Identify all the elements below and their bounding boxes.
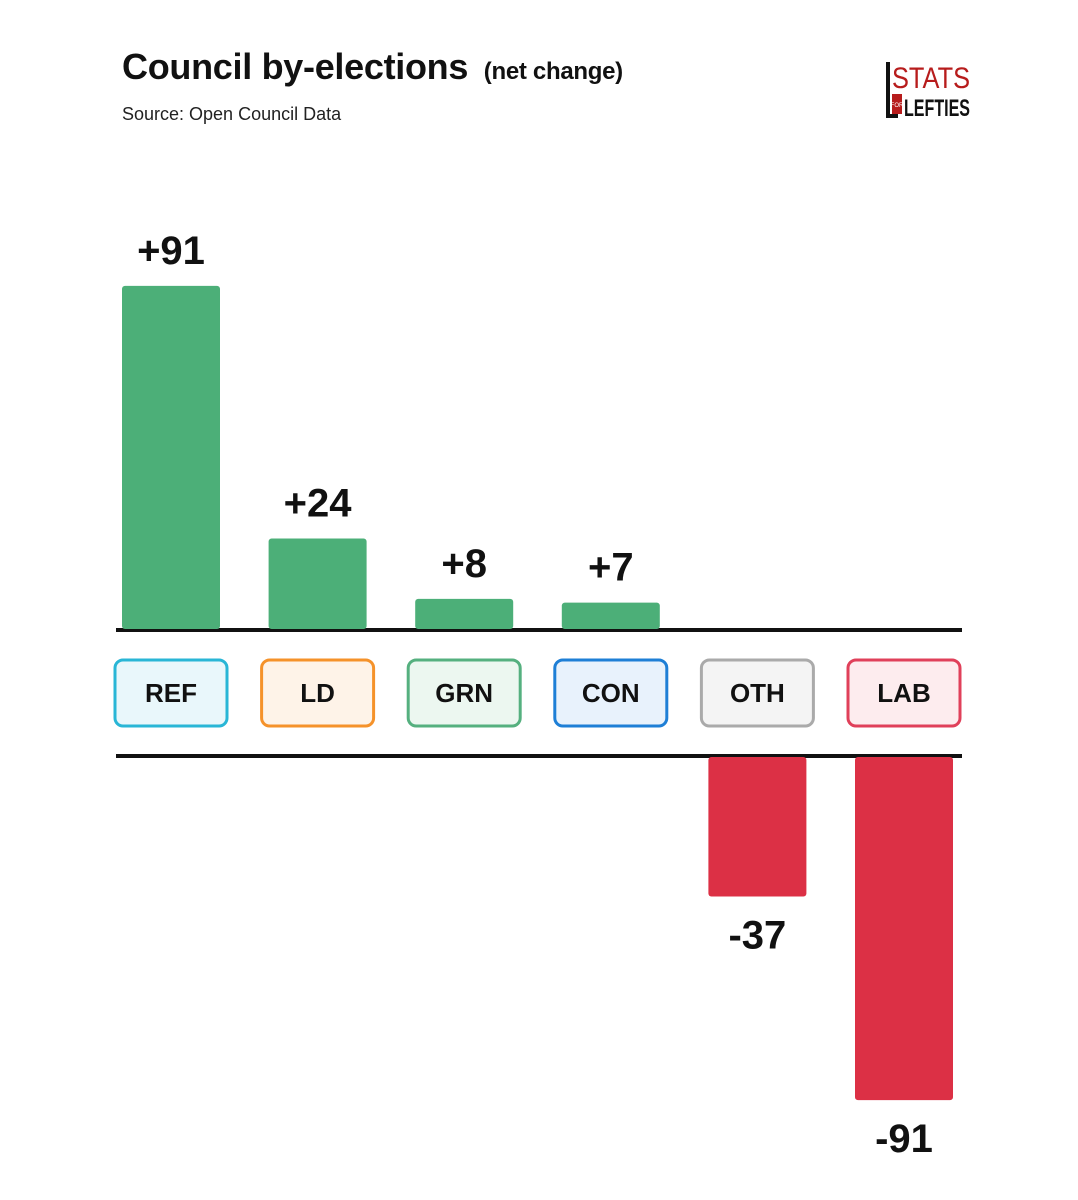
bar-ref [122, 285, 220, 629]
category-label-ld: LD [300, 678, 335, 708]
category-label-lab: LAB [877, 678, 930, 708]
category-label-ref: REF [145, 678, 197, 708]
category-box-lab [846, 658, 962, 728]
bar-lab [855, 757, 953, 1101]
logo-line1: STATS [892, 62, 970, 95]
bar-ld [268, 538, 367, 629]
source-note: Source: Open Council Data [122, 104, 342, 124]
category-box-ld [260, 658, 376, 728]
logo-small-text: FOR [891, 103, 904, 109]
logo-bracket [886, 62, 890, 118]
bars-group: +91 REF +24 LD +8 GRN +7 CON -37 OTH -91 LAB [113, 229, 962, 1161]
category-box-con [553, 658, 669, 728]
bar-con [561, 602, 660, 629]
logo-small-box [892, 94, 902, 114]
value-label-con: +7 [588, 546, 634, 590]
value-label-lab: -91 [875, 1117, 933, 1161]
category-label-oth: OTH [730, 678, 785, 708]
bar-oth [708, 757, 807, 897]
chart-title-main: Council by-elections [122, 46, 469, 87]
chart-title: Council by-elections (net change) [122, 46, 623, 88]
category-box-ref [113, 658, 229, 728]
value-label-ref: +91 [137, 229, 205, 273]
category-label-con: CON [582, 678, 640, 708]
value-label-ld: +24 [284, 482, 353, 526]
value-label-oth: -37 [728, 913, 786, 957]
chart-title-suffix: (net change) [483, 58, 623, 85]
category-box-oth [699, 658, 815, 728]
category-label-grn: GRN [435, 678, 493, 708]
bar-grn [415, 598, 514, 629]
stats-for-lefties-logo: STATS FOR LEFTIES [886, 62, 970, 122]
logo-line2: LEFTIES [904, 95, 970, 122]
logo-bracket-foot [886, 114, 898, 118]
value-label-grn: +8 [441, 542, 487, 586]
category-box-grn [406, 658, 522, 728]
